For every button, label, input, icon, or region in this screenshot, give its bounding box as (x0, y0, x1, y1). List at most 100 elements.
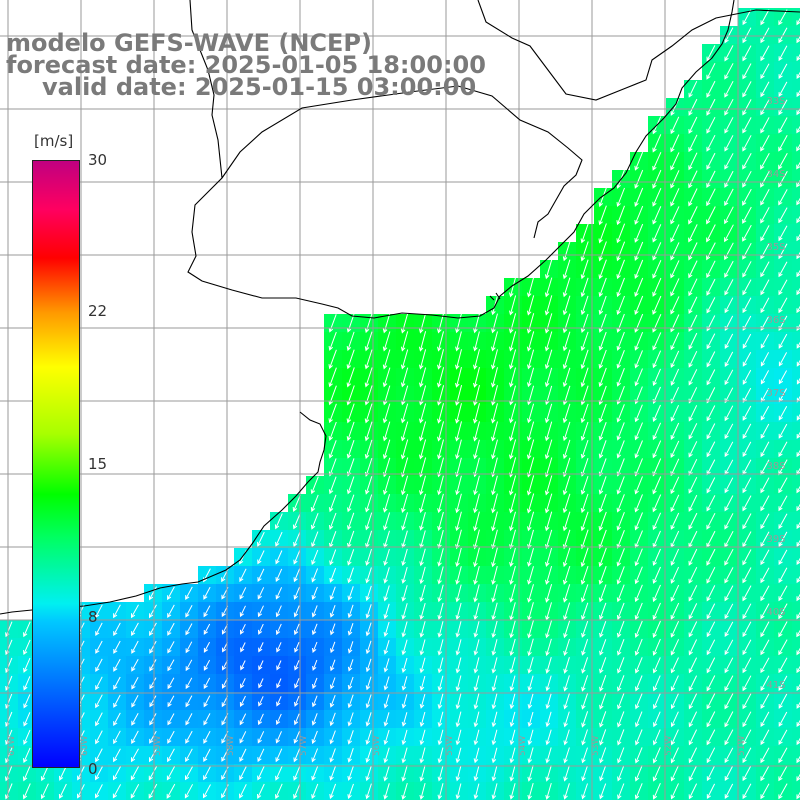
wind-vector-arrow (616, 602, 625, 621)
wind-vector-arrow (652, 259, 662, 279)
wind-vector-arrow (311, 695, 318, 708)
wind-vector-arrow (437, 367, 445, 388)
wind-vector-arrow (778, 27, 788, 44)
wind-vector-arrow (330, 659, 336, 672)
wind-vector-arrow (418, 331, 427, 352)
wind-vector-arrow (796, 17, 800, 26)
wind-vector-arrow (706, 477, 716, 494)
wind-vector-arrow (688, 260, 698, 279)
longitude-label: 56W (372, 736, 382, 756)
wind-vector-arrow (652, 548, 661, 566)
wind-vector-arrow (616, 295, 625, 315)
wind-vector-arrow (598, 241, 607, 262)
wind-vector-arrow (599, 675, 607, 692)
wind-vector-arrow (437, 475, 444, 496)
wind-speed-cell (792, 782, 800, 800)
wind-vector-arrow (113, 640, 121, 654)
wind-vector-arrow (239, 731, 247, 744)
wind-vector-arrow (203, 784, 211, 799)
wind-vector-arrow (473, 602, 480, 621)
map-title: modelo GEFS-WAVE (NCEP) (6, 29, 372, 57)
wind-vector-arrow (473, 765, 480, 782)
wind-vector-arrow (652, 440, 662, 459)
wind-vector-arrow (616, 404, 625, 423)
wind-vector-arrow (293, 623, 300, 636)
wind-speed-cell (792, 278, 800, 297)
wind-vector-arrow (437, 747, 444, 764)
wind-vector-arrow (706, 170, 716, 189)
wind-vector-arrow (688, 423, 698, 440)
wind-vector-arrow (473, 331, 480, 352)
wind-vector-arrow (796, 35, 800, 44)
wind-vector-arrow (365, 712, 372, 727)
wind-vector-arrow (383, 658, 390, 673)
wind-vector-arrow (257, 550, 265, 565)
wind-vector-arrow (346, 349, 355, 370)
wind-vector-arrow (95, 694, 103, 709)
wind-vector-arrow (419, 693, 426, 709)
wind-vector-arrow (562, 349, 571, 370)
longitude-label: 54W (518, 736, 528, 756)
wind-vector-arrow (670, 188, 680, 207)
wind-vector-arrow (778, 171, 788, 188)
wind-vector-arrow (364, 403, 373, 424)
wind-vector-arrow (688, 603, 698, 620)
wind-vector-arrow (544, 439, 553, 460)
wind-vector-arrow (742, 603, 752, 620)
wind-vector-arrow (742, 405, 752, 421)
wind-vector-arrow (311, 730, 318, 745)
wind-vector-arrow (275, 550, 283, 565)
wind-vector-arrow (742, 279, 752, 296)
wind-vector-arrow (23, 694, 31, 709)
wind-vector-arrow (167, 695, 175, 708)
wind-vector-arrow (240, 678, 246, 689)
wind-vector-arrow (203, 677, 211, 690)
wind-vector-arrow (580, 259, 589, 280)
wind-vector-arrow (778, 152, 788, 170)
wind-vector-arrow (437, 511, 444, 532)
wind-vector-arrow (634, 657, 643, 674)
wind-vector-arrow (670, 440, 680, 459)
wind-vector-arrow (778, 406, 788, 421)
wind-vector-arrow (257, 766, 265, 781)
wind-vector-arrow (670, 314, 680, 333)
wind-vector-arrow (724, 657, 734, 674)
wind-vector-arrow (131, 730, 139, 745)
wind-vector-arrow (491, 439, 498, 460)
wind-vector-arrow (437, 349, 444, 370)
wind-vector-arrow (706, 206, 716, 225)
wind-vector-arrow (312, 641, 318, 653)
wind-vector-arrow (616, 187, 625, 207)
wind-vector-arrow (400, 439, 409, 460)
wind-vector-arrow (760, 370, 770, 385)
wind-vector-arrow (688, 476, 698, 494)
wind-vector-arrow (796, 665, 800, 674)
latitude-label: 39S (766, 534, 785, 545)
wind-vector-arrow (670, 675, 679, 692)
wind-vector-arrow (670, 693, 679, 710)
wind-vector-arrow (670, 602, 680, 620)
wind-vector-arrow (688, 747, 698, 764)
wind-vector-arrow (598, 349, 607, 369)
wind-vector-arrow (760, 747, 770, 764)
wind-vector-arrow (688, 98, 698, 116)
wind-vector-arrow (473, 621, 480, 638)
wind-vector-arrow (364, 367, 373, 388)
wind-vector-arrow (581, 747, 588, 764)
wind-vector-arrow (509, 675, 516, 692)
wind-vector-arrow (455, 621, 462, 638)
wind-speed-cell (792, 656, 800, 675)
wind-vector-arrow (185, 713, 193, 726)
wind-vector-arrow (670, 639, 680, 656)
wind-vector-arrow (544, 367, 553, 388)
wind-vector-arrow (131, 748, 139, 763)
wind-vector-arrow (545, 711, 552, 728)
wind-vector-arrow (23, 729, 31, 745)
wind-vector-arrow (688, 134, 698, 153)
wind-vector-arrow (634, 277, 644, 297)
wind-vector-arrow (239, 766, 247, 781)
wind-vector-arrow (652, 169, 662, 189)
wind-vector-arrow (652, 313, 662, 333)
wind-vector-arrow (257, 605, 264, 618)
wind-vector-arrow (598, 493, 607, 513)
